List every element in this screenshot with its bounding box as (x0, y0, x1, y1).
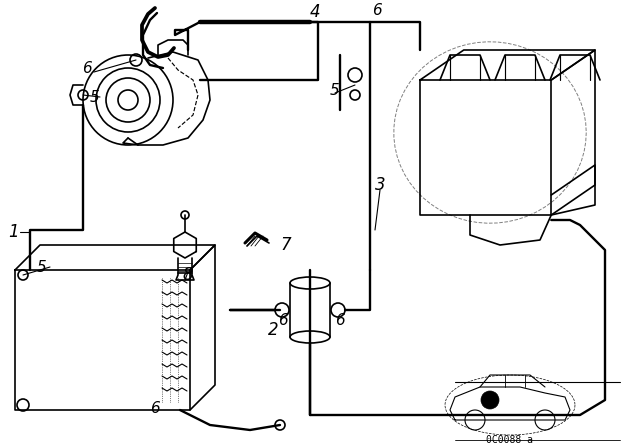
Text: 7: 7 (280, 236, 291, 254)
Circle shape (481, 391, 499, 409)
Text: 3: 3 (375, 176, 386, 194)
Text: 6: 6 (278, 313, 288, 327)
Text: 5: 5 (90, 90, 100, 104)
Text: 4: 4 (310, 3, 321, 21)
Text: 5: 5 (37, 259, 47, 275)
Text: 2: 2 (268, 321, 278, 339)
Text: 6: 6 (82, 60, 92, 76)
Text: 6: 6 (335, 313, 345, 327)
Text: 8: 8 (182, 266, 193, 284)
Text: 6: 6 (372, 3, 381, 17)
Text: 5: 5 (330, 82, 340, 98)
Text: 1: 1 (8, 223, 19, 241)
Text: 0C0088 a: 0C0088 a (486, 435, 534, 445)
Text: 6: 6 (150, 401, 160, 415)
